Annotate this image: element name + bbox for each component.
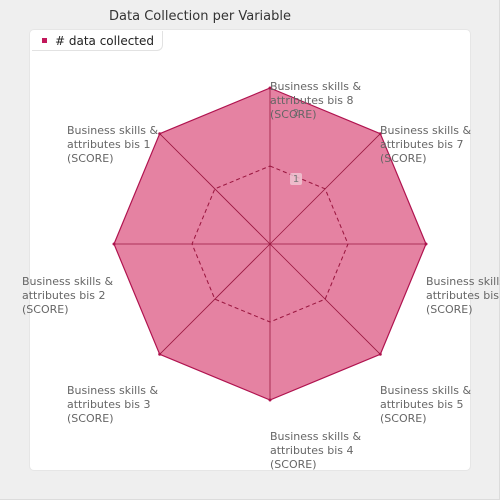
axis-label-7: Business skills & attributes bis 2 (SCORE) bbox=[22, 275, 114, 316]
spoke-6 bbox=[159, 243, 271, 355]
legend[interactable]: # data collected bbox=[32, 31, 164, 51]
axis-label-line: (SCORE) bbox=[380, 152, 427, 165]
axis-label-6: Business skills & attributes bis 3 (SCORE) bbox=[67, 384, 159, 425]
axis-label-line: attributes bis bbox=[426, 289, 499, 302]
legend-swatch bbox=[42, 38, 47, 43]
axis-label-line: Business skills & bbox=[67, 384, 159, 397]
spoke-2 bbox=[269, 133, 381, 245]
legend-label: # data collected bbox=[55, 33, 155, 48]
axis-label-line: attributes bis 8 bbox=[270, 94, 353, 107]
axis-label-line: Business skills & bbox=[67, 124, 159, 137]
axis-label-line: (SCORE) bbox=[67, 152, 114, 165]
axis-label-8: Business skills & attributes bis 1 (SCORE) bbox=[67, 124, 159, 165]
axis-label-1: Business skills & attributes bis 8 (SCORE) bbox=[270, 80, 362, 121]
axis-label-line: attributes bis 5 bbox=[380, 398, 463, 411]
axis-label-line: attributes bis 2 bbox=[22, 289, 105, 302]
axis-label-line: Business skills & bbox=[270, 430, 362, 443]
axis-label-line: Business skills bbox=[426, 275, 500, 288]
axis-label-line: (SCORE) bbox=[22, 303, 69, 316]
axis-label-line: Business skills & bbox=[270, 80, 362, 93]
axis-label-line: attributes bis 3 bbox=[67, 398, 150, 411]
axis-label-5: Business skills & attributes bis 4 (SCORE) bbox=[270, 430, 362, 471]
axis-label-3: Business skills attributes bis (SCORE) bbox=[426, 275, 500, 316]
axis-label-2: Business skills & attributes bis 7 (SCORE) bbox=[380, 124, 472, 165]
axis-label-line: (SCORE) bbox=[270, 458, 317, 471]
spoke-8 bbox=[159, 133, 271, 245]
tick-badge-1 bbox=[290, 173, 302, 185]
axis-label-line: attributes bis 7 bbox=[380, 138, 463, 151]
axis-label-line: (SCORE) bbox=[380, 412, 427, 425]
tick-label-1: 1 bbox=[293, 174, 299, 185]
axis-label-line: (SCORE) bbox=[67, 412, 114, 425]
axis-label-4: Business skills & attributes bis 5 (SCORE) bbox=[380, 384, 472, 425]
tick-label-2: 2 bbox=[293, 108, 299, 119]
axis-label-line: Business skills & bbox=[380, 384, 472, 397]
chart-title: Data Collection per Variable bbox=[109, 9, 291, 24]
spoke-4 bbox=[269, 243, 381, 355]
axis-label-line: attributes bis 1 bbox=[67, 138, 150, 151]
axis-label-line: Business skills & bbox=[22, 275, 114, 288]
axis-label-line: attributes bis 4 bbox=[270, 444, 353, 457]
axis-label-line: (SCORE) bbox=[426, 303, 473, 316]
axis-label-line: (SCORE) bbox=[270, 108, 317, 121]
axis-label-line: Business skills & bbox=[380, 124, 472, 137]
